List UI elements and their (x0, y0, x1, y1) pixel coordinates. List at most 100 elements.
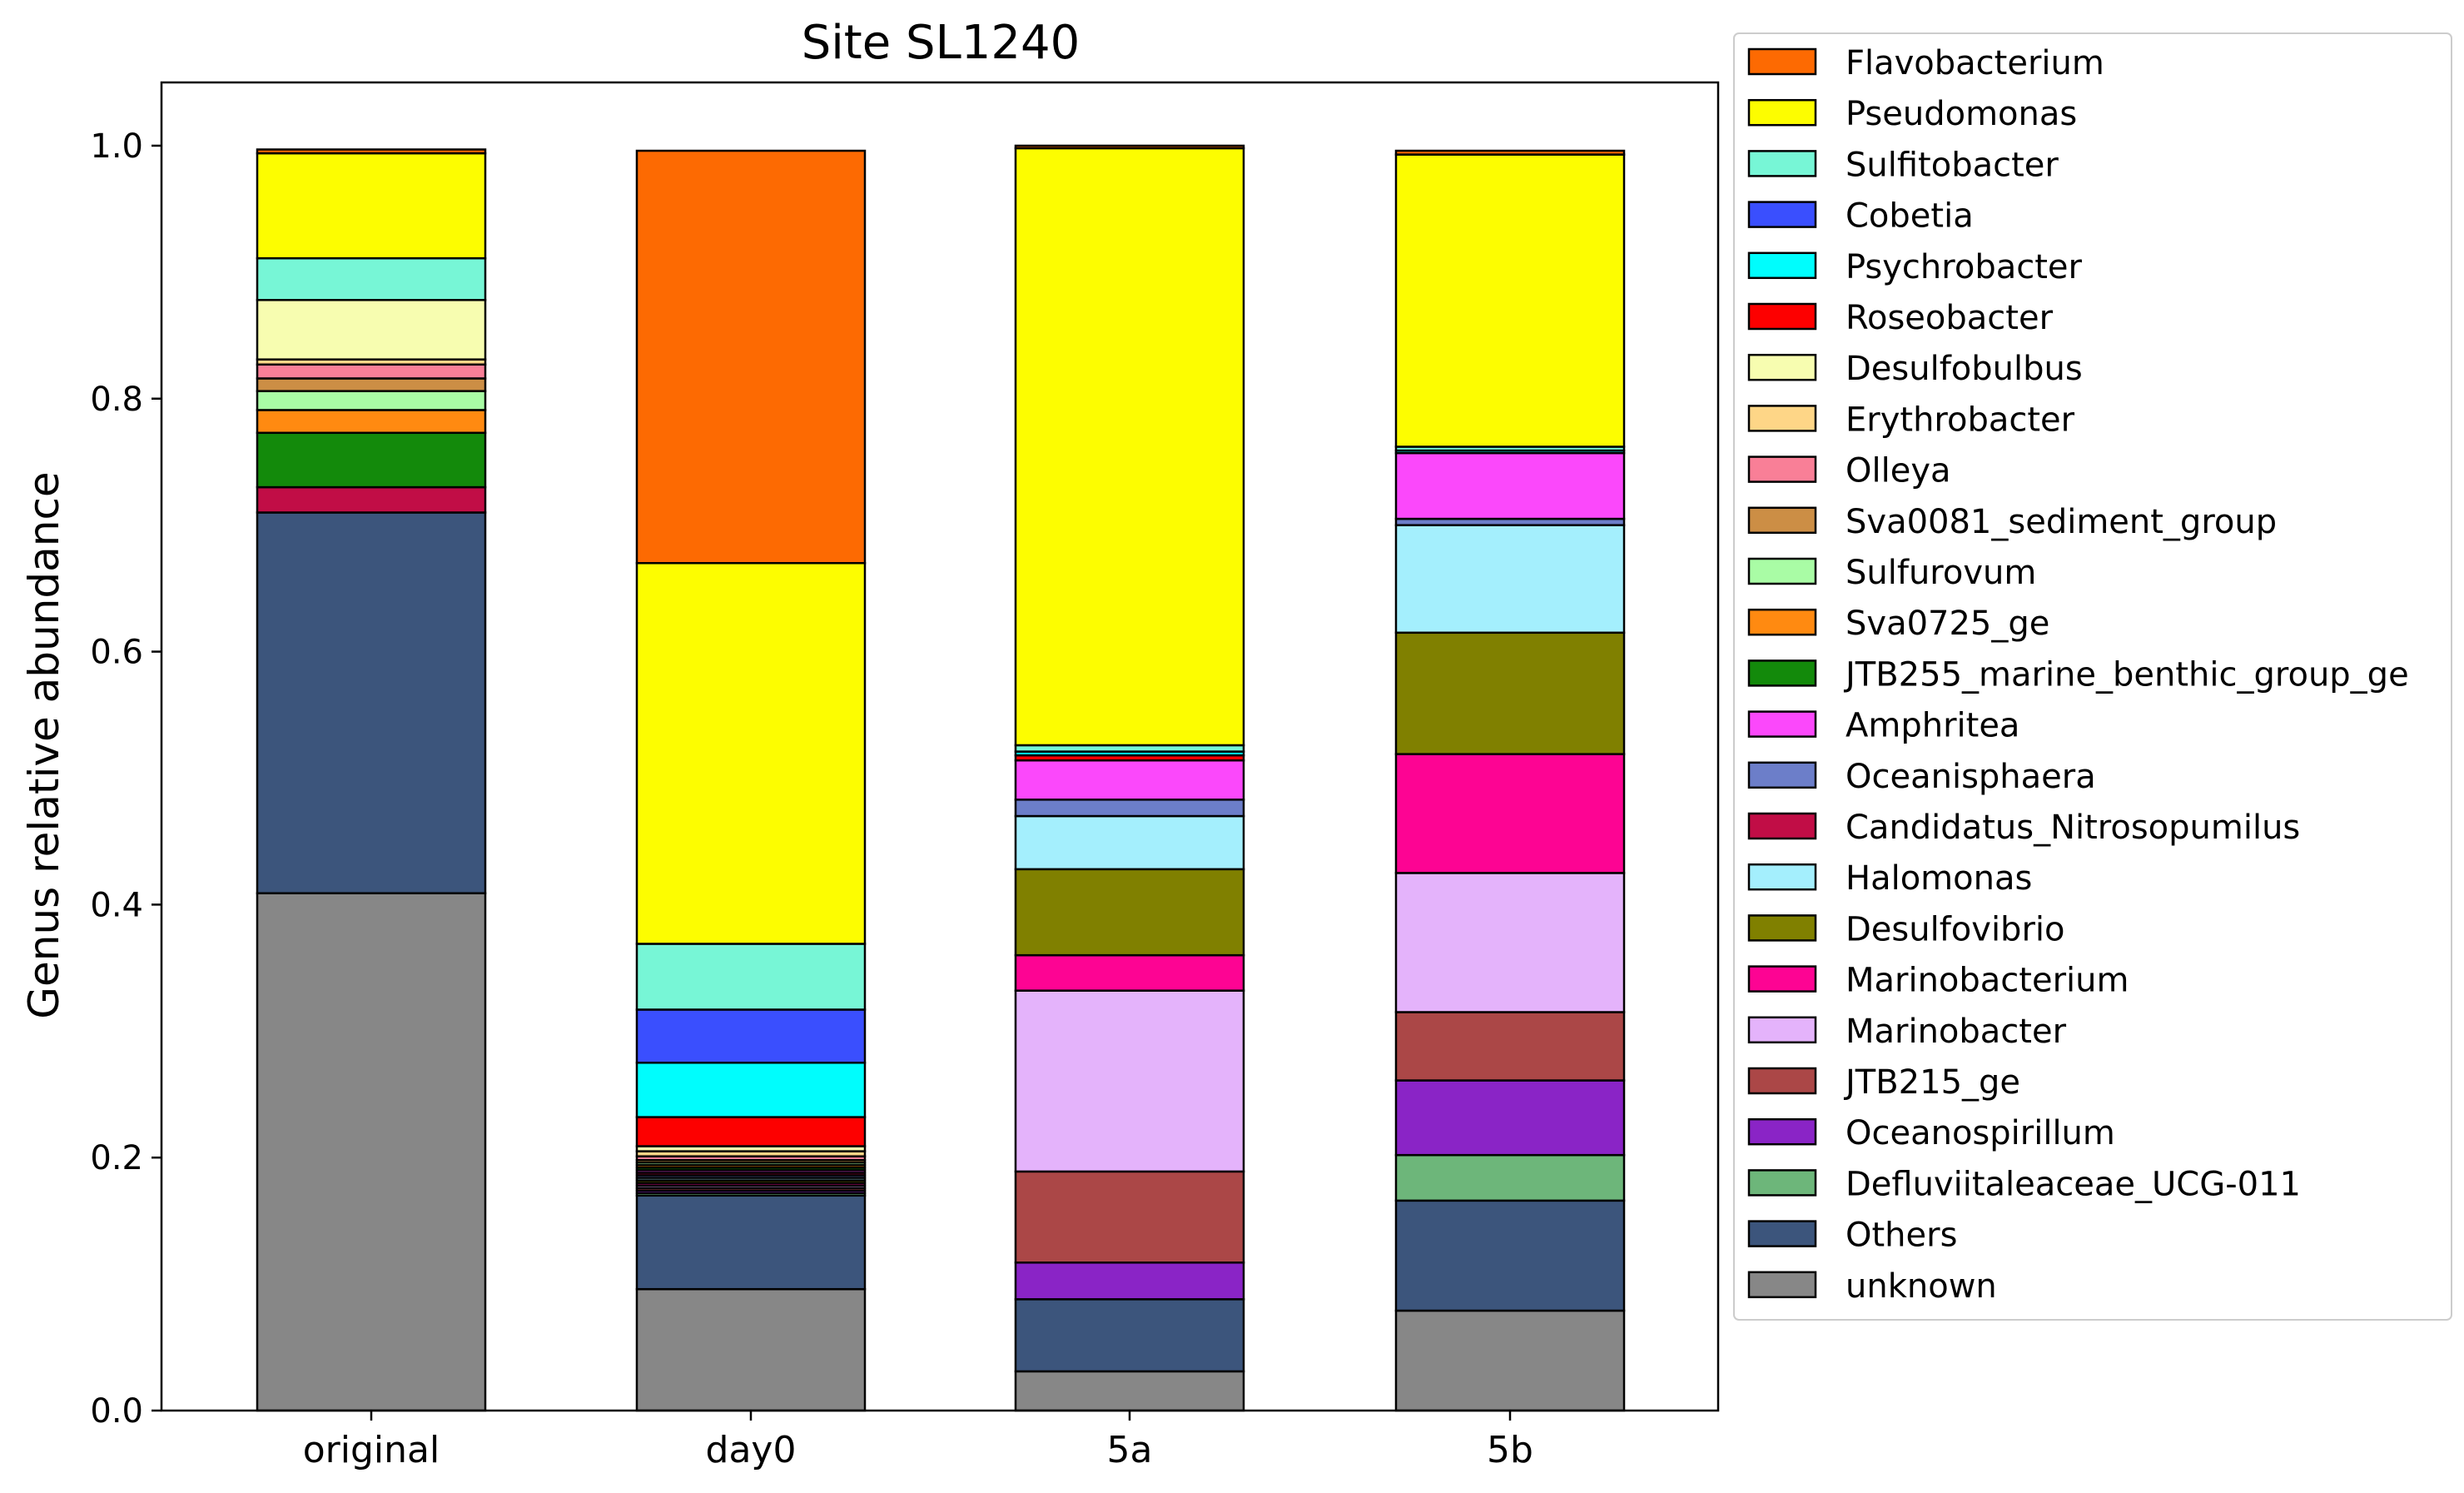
bar-stack-day0 (635, 149, 867, 1412)
legend-swatch-defluviitaleaceae-ucg-011 (1747, 1169, 1817, 1197)
bar-segment-original-unknown (256, 892, 487, 1412)
legend-label-amphritea: Amphritea (1846, 707, 2019, 745)
plot-frame (160, 81, 1720, 1412)
legend-label-erythrobacter: Erythrobacter (1846, 401, 2075, 439)
legend-swatch-sulfitobacter (1747, 150, 1817, 177)
bar-segment-5b-desulfovibrio (1394, 631, 1626, 755)
bar-segment-5a-oceanospirillum (1014, 1262, 1245, 1301)
legend-label-desulfobulbus: Desulfobulbus (1846, 350, 2083, 388)
legend-swatch-pseudomonas (1747, 98, 1817, 127)
legend-label-flavobacterium: Flavobacterium (1846, 44, 2104, 82)
bar-segment-5b-marinobacterium (1394, 753, 1626, 874)
bar-segment-5b-halomonas (1394, 524, 1626, 635)
legend-swatch-erythrobacter (1747, 405, 1817, 432)
y-tick-label: 1.0 (90, 127, 143, 166)
legend-label-marinobacter: Marinobacter (1846, 1013, 2067, 1051)
legend-swatch-others (1747, 1220, 1817, 1247)
y-axis: 0.0 0.2 0.4 0.6 0.8 1.0 (90, 127, 161, 1431)
bar-segment-original-jtb255-marine-benthic-group-ge (256, 431, 487, 489)
bar-segment-5a-pseudomonas (1014, 147, 1245, 747)
legend-swatch-halomonas (1747, 863, 1817, 891)
bar-segment-original-olleya (256, 363, 487, 380)
legend-swatch-unknown (1747, 1271, 1817, 1299)
legend-swatch-desulfovibrio (1747, 914, 1817, 942)
bar-segment-day0-flavobacterium (635, 149, 867, 565)
bar-segment-original-desulfobulbus (256, 299, 487, 361)
legend-swatch-oceanisphaera (1747, 761, 1817, 789)
bar-segment-original-others (256, 511, 487, 894)
bar-segment-5a-jtb215-ge (1014, 1170, 1245, 1264)
x-tick-label: original (303, 1429, 440, 1471)
bar-segment-original-sulfurovum (256, 390, 487, 411)
bar-segment-5b-pseudomonas (1394, 153, 1626, 448)
legend-swatch-oceanospirillum (1747, 1117, 1817, 1146)
bar-segment-5a-oceanisphaera (1014, 799, 1245, 818)
legend-swatch-sva0725-ge (1747, 608, 1817, 636)
legend-label-defluviitaleaceae-ucg-011: Defluviitaleaceae_UCG-011 (1846, 1165, 2301, 1203)
legend-swatch-marinobacterium (1747, 965, 1817, 993)
bar-segment-day0-unknown (635, 1287, 867, 1412)
bar-segment-day0-roseobacter (635, 1116, 867, 1147)
chart-title: Site SL1240 (802, 16, 1080, 70)
bar-segment-original-sva0725-ge (256, 409, 487, 435)
x-tick-label: 5a (1107, 1429, 1153, 1471)
legend-label-psychrobacter: Psychrobacter (1846, 248, 2083, 286)
bar-segment-5a-flavobacterium (1014, 144, 1245, 150)
legend-swatch-olleya (1747, 455, 1817, 483)
legend-swatch-jtb255-marine-benthic-group-ge (1747, 659, 1817, 687)
y-tick-label: 0.0 (90, 1392, 143, 1431)
legend-swatch-roseobacter (1747, 302, 1817, 331)
x-axis: original day0 5a 5b (303, 1411, 1533, 1471)
legend-swatch-cobetia (1747, 201, 1817, 228)
bar-segment-5b-flavobacterium (1394, 149, 1626, 156)
bar-segment-day0-others (635, 1194, 867, 1291)
bar-segment-5a-marinobacter (1014, 989, 1245, 1173)
legend-swatch-candidatus-nitrosopumilus (1747, 812, 1817, 840)
y-tick-label: 0.8 (90, 381, 143, 419)
bar-segment-5a-desulfovibrio (1014, 868, 1245, 957)
y-tick-label: 0.4 (90, 886, 143, 924)
legend-label-cobetia: Cobetia (1846, 197, 1974, 236)
legend-label-sulfitobacter: Sulfitobacter (1846, 146, 2059, 184)
x-tick-label: day0 (706, 1429, 797, 1471)
bar-segment-5a-marinobacterium (1014, 953, 1245, 992)
legend-label-sulfurovum: Sulfurovum (1846, 554, 2036, 592)
legend-swatch-flavobacterium (1747, 47, 1817, 76)
legend-swatch-amphritea (1747, 710, 1817, 738)
bar-segment-5a-unknown (1014, 1370, 1245, 1412)
legend-swatch-desulfobulbus (1747, 353, 1817, 381)
legend-swatch-psychrobacter (1747, 251, 1817, 280)
legend-label-desulfovibrio: Desulfovibrio (1846, 910, 2064, 948)
y-tick-label: 0.2 (90, 1139, 143, 1177)
bar-segment-day0-cobetia (635, 1008, 867, 1064)
legend-label-marinobacterium: Marinobacterium (1846, 962, 2129, 1000)
bar-segment-day0-sulfitobacter (635, 943, 867, 1011)
y-tick-label: 0.6 (90, 634, 143, 672)
bar-segment-5b-others (1394, 1199, 1626, 1312)
legend-label-halomonas: Halomonas (1846, 859, 2032, 898)
bar-segment-original-candidatus-nitrosopumilus (256, 485, 487, 514)
bar-segment-original-sulfitobacter (256, 256, 487, 301)
bar-segment-5b-defluviitaleaceae-ucg-011 (1394, 1153, 1626, 1202)
legend-swatch-jtb215-ge (1747, 1067, 1817, 1095)
bar-segment-5a-amphritea (1014, 759, 1245, 801)
legend: Flavobacterium Pseudomonas Sulfitobacter Co… (1733, 32, 2452, 1321)
bar-segment-5b-marinobacter (1394, 872, 1626, 1013)
bar-segment-5b-jtb215-ge (1394, 1011, 1626, 1082)
bar-segment-5a-halomonas (1014, 814, 1245, 871)
legend-label-others: Others (1846, 1217, 1957, 1255)
legend-label-jtb255-marine-benthic-group-ge: JTB255_marine_benthic_group_ge (1843, 655, 2409, 694)
legend-label-candidatus-nitrosopumilus: Candidatus_Nitrosopumilus (1846, 809, 2300, 847)
legend-label-unknown: unknown (1846, 1267, 1997, 1306)
bar-segment-day0-psychrobacter (635, 1062, 867, 1118)
legend-swatch-marinobacter (1747, 1016, 1817, 1044)
bar-segment-5a-others (1014, 1298, 1245, 1373)
legend-frame (1733, 32, 2452, 1321)
bar-segment-original-pseudomonas (256, 152, 487, 260)
bar-stack-5b (1394, 149, 1626, 1412)
legend-label-sva0081-sediment-group: Sva0081_sediment_group (1846, 503, 2277, 541)
y-axis-label: Genus relative abundance (20, 471, 68, 1018)
legend-label-olleya: Olleya (1846, 452, 1951, 490)
